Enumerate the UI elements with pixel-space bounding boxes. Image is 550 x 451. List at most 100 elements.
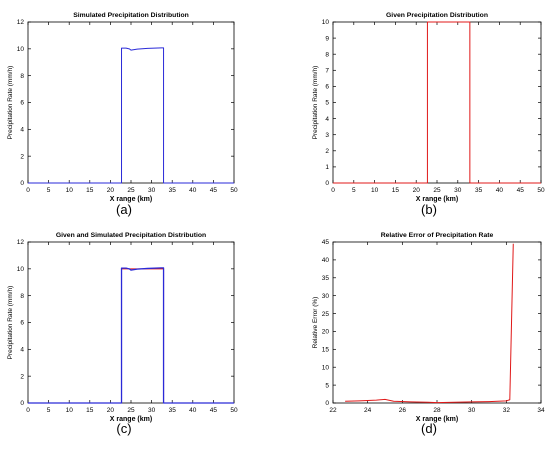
x-tick-label: 35 <box>169 187 177 194</box>
chart-title: Relative Error of Precipitation Rate <box>381 232 494 239</box>
x-tick-label: 0 <box>331 187 335 194</box>
series-line-1 <box>28 47 234 184</box>
x-tick-label: 20 <box>107 407 115 414</box>
y-tick-label: 0 <box>325 180 329 187</box>
x-tick-label: 5 <box>47 187 51 194</box>
y-tick-label: 8 <box>20 293 24 300</box>
x-tick-label: 40 <box>189 187 197 194</box>
y-tick-label: 5 <box>325 382 329 389</box>
y-tick-label: 6 <box>20 100 24 107</box>
y-tick-label: 10 <box>17 46 25 53</box>
plot-area-frame <box>27 241 235 404</box>
plot-area-frame <box>332 241 542 404</box>
x-tick-label: 50 <box>230 407 238 414</box>
y-tick-label: 0 <box>20 180 24 187</box>
x-tick-label: 34 <box>537 407 545 414</box>
panel-caption: (b) <box>421 202 437 217</box>
panel-caption: (a) <box>116 202 132 217</box>
y-tick-label: 10 <box>17 266 25 273</box>
y-tick-label: 8 <box>20 73 24 80</box>
y-axis-label: Precipitation Rate (mm/h) <box>312 66 319 140</box>
series-line-1 <box>333 21 541 184</box>
x-tick-label: 15 <box>86 187 94 194</box>
y-tick-label: 9 <box>325 35 329 42</box>
y-tick-label: 0 <box>20 400 24 407</box>
x-axis-label: X range (km) <box>110 196 152 203</box>
y-tick-label: 40 <box>322 257 330 264</box>
x-tick-label: 40 <box>189 407 197 414</box>
x-tick-label: 0 <box>26 407 30 414</box>
x-tick-label: 25 <box>433 187 441 194</box>
y-tick-label: 10 <box>322 19 330 26</box>
y-tick-label: 4 <box>325 116 329 123</box>
x-tick-label: 35 <box>475 187 483 194</box>
x-tick-label: 10 <box>66 187 74 194</box>
x-tick-label: 15 <box>392 187 400 194</box>
x-tick-label: 45 <box>210 187 218 194</box>
x-tick-label: 20 <box>107 187 115 194</box>
y-tick-label: 15 <box>322 347 330 354</box>
y-axis-label: Relative Error (%) <box>312 297 319 349</box>
x-axis-label: X range (km) <box>416 416 458 423</box>
y-tick-label: 0 <box>325 400 329 407</box>
chart-panel-1: 0 5 10 15 20 25 30 35 40 45 50 0 2 4 6 8 10 12 Simulated P… <box>7 12 238 217</box>
x-tick-label: 25 <box>127 187 135 194</box>
plot-area-frame <box>332 21 542 184</box>
x-axis-label: X range (km) <box>416 196 458 203</box>
x-tick-label: 24 <box>364 407 372 414</box>
x-tick-label: 32 <box>503 407 511 414</box>
x-tick-label: 50 <box>537 187 545 194</box>
y-tick-label: 4 <box>20 347 24 354</box>
y-tick-label: 5 <box>325 100 329 107</box>
x-tick-label: 10 <box>66 407 74 414</box>
y-tick-label: 30 <box>322 293 330 300</box>
y-tick-label: 25 <box>322 311 330 318</box>
y-tick-label: 12 <box>17 19 25 26</box>
y-axis-label: Precipitation Rate (mm/h) <box>7 66 14 140</box>
y-tick-label: 2 <box>20 153 24 160</box>
chart-panel-4: 22 24 26 28 30 32 34 0 5 10 15 20 25 30 35 40 45 Relative… <box>312 232 545 436</box>
x-tick-label: 28 <box>433 407 441 414</box>
chart-title: Given and Simulated Precipitation Distri… <box>56 232 206 239</box>
x-tick-label: 30 <box>468 407 476 414</box>
y-tick-label: 2 <box>325 148 329 155</box>
panel-caption: (c) <box>116 421 131 436</box>
x-tick-label: 26 <box>399 407 407 414</box>
x-tick-label: 25 <box>127 407 135 414</box>
x-tick-label: 40 <box>496 187 504 194</box>
x-tick-label: 30 <box>454 187 462 194</box>
panel-caption: (d) <box>421 421 437 436</box>
chart-title: Given Precipitation Distribution <box>386 12 488 19</box>
x-tick-label: 50 <box>230 187 238 194</box>
y-tick-label: 2 <box>20 373 24 380</box>
x-tick-label: 22 <box>329 407 337 414</box>
x-tick-label: 10 <box>371 187 379 194</box>
x-tick-label: 35 <box>169 407 177 414</box>
y-tick-label: 12 <box>17 239 25 246</box>
x-tick-label: 45 <box>210 407 218 414</box>
plot-area-frame <box>27 21 235 184</box>
y-tick-label: 10 <box>322 364 330 371</box>
y-tick-label: 4 <box>20 127 24 134</box>
y-tick-label: 7 <box>325 68 329 75</box>
x-tick-label: 15 <box>86 407 94 414</box>
y-tick-label: 1 <box>325 164 329 171</box>
chart-title: Simulated Precipitation Distribution <box>73 12 189 19</box>
y-tick-label: 6 <box>20 320 24 327</box>
series-line-1 <box>345 243 514 404</box>
y-tick-label: 6 <box>325 84 329 91</box>
x-tick-label: 5 <box>47 407 51 414</box>
x-tick-label: 30 <box>148 187 156 194</box>
y-axis-label: Precipitation Rate (mm/h) <box>7 286 14 360</box>
y-tick-label: 35 <box>322 275 330 282</box>
y-tick-label: 45 <box>322 239 330 246</box>
y-tick-label: 8 <box>325 51 329 58</box>
x-tick-label: 20 <box>413 187 421 194</box>
series-line-2 <box>28 267 234 404</box>
x-tick-label: 5 <box>352 187 356 194</box>
x-tick-label: 45 <box>517 187 525 194</box>
x-axis-label: X range (km) <box>110 416 152 423</box>
x-tick-label: 30 <box>148 407 156 414</box>
